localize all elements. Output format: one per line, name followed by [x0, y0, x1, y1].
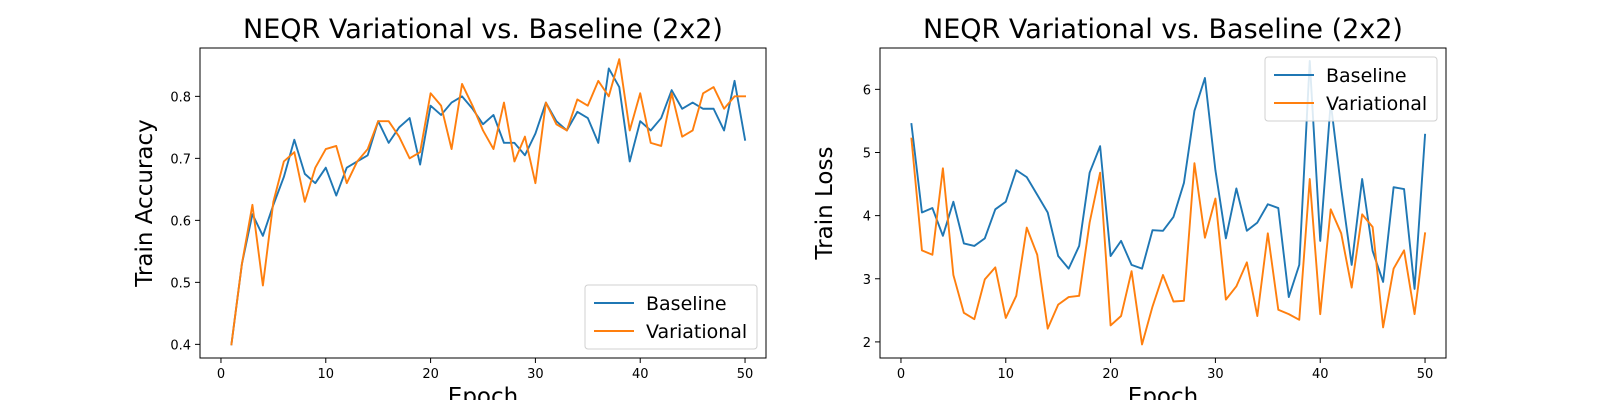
- accuracy-chart: NEQR Variational vs. Baseline (2x2) 0 10 20…: [132, 14, 767, 400]
- x-tick-label: 40: [632, 367, 649, 382]
- series-line-variational: [230, 58, 746, 346]
- y-tick-label: 0.7: [170, 152, 191, 167]
- y-tick-label: 3: [863, 273, 871, 288]
- x-tick-label: 10: [998, 367, 1015, 382]
- x-tick-label: 30: [1207, 367, 1224, 382]
- x-axis-label: Epoch: [1128, 384, 1198, 400]
- y-axis-label: Train Loss: [812, 147, 838, 261]
- legend-box: [584, 284, 758, 350]
- loss-chart: NEQR Variational vs. Baseline (2x2) 0 10 20…: [812, 14, 1447, 400]
- series-line-variational: [910, 137, 1427, 346]
- x-tick-label: 20: [422, 367, 439, 382]
- x-tick-label: 40: [1312, 367, 1329, 382]
- y-axis-label: Train Accuracy: [132, 119, 158, 288]
- y-tick-label: 0.5: [170, 276, 191, 291]
- y-tick-label: 4: [863, 210, 871, 225]
- y-tick-label: 5: [863, 146, 871, 161]
- x-tick-label: 10: [318, 367, 335, 382]
- y-tick-label: 0.6: [170, 214, 191, 229]
- legend: Baseline Variational: [584, 284, 758, 350]
- y-tick-label: 0.8: [170, 90, 191, 105]
- chart-title: NEQR Variational vs. Baseline (2x2): [243, 14, 723, 45]
- legend-label-baseline: Baseline: [646, 293, 727, 315]
- x-axis-label: Epoch: [448, 384, 518, 400]
- y-tick-label: 0.4: [170, 338, 191, 353]
- legend-label-variational: Variational: [646, 321, 747, 343]
- x-tick-label: 20: [1102, 367, 1119, 382]
- legend-label-variational: Variational: [1326, 93, 1427, 115]
- legend: Baseline Variational: [1264, 56, 1438, 122]
- y-tick-label: 6: [863, 83, 871, 98]
- x-tick-label: 50: [1417, 367, 1434, 382]
- x-tick-label: 30: [527, 367, 544, 382]
- x-tick-label: 0: [897, 367, 905, 382]
- series-line-baseline: [230, 67, 747, 346]
- x-tick-label: 50: [737, 367, 754, 382]
- x-tick-label: 0: [217, 367, 225, 382]
- legend-box: [1264, 56, 1438, 122]
- y-tick-label: 2: [863, 336, 871, 351]
- plot-frame: [879, 47, 1447, 359]
- legend-label-baseline: Baseline: [1326, 65, 1407, 87]
- series-line-baseline: [910, 59, 1427, 299]
- chart-title: NEQR Variational vs. Baseline (2x2): [923, 14, 1403, 45]
- plot-frame: [199, 47, 767, 359]
